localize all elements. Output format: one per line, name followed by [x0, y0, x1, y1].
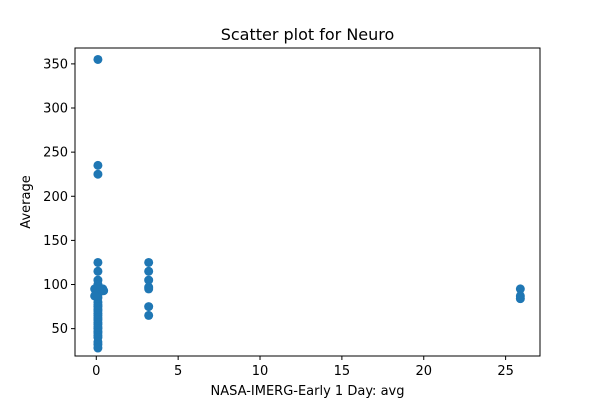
y-tick-label: 100	[43, 278, 68, 293]
data-point	[90, 284, 100, 294]
data-point	[144, 275, 154, 285]
y-tick-label: 300	[43, 102, 68, 117]
data-point	[90, 291, 100, 301]
y-axis-label: Average	[19, 175, 34, 228]
data-point	[515, 284, 525, 294]
data-point	[144, 302, 154, 312]
y-tick-label: 150	[43, 234, 68, 249]
data-point	[515, 294, 525, 304]
plot-frame	[74, 47, 541, 357]
data-point	[144, 284, 154, 294]
x-tick-label: 10	[252, 364, 269, 379]
data-point	[93, 343, 103, 353]
chart-title: Scatter plot for Neuro	[221, 25, 395, 44]
x-tick-label: 25	[497, 364, 514, 379]
data-point	[144, 257, 154, 267]
data-point	[144, 310, 154, 320]
data-point	[93, 266, 103, 276]
x-axis-label: NASA-IMERG-Early 1 Day: avg	[211, 384, 405, 399]
y-tick-label: 250	[43, 146, 68, 161]
x-tick-label: 0	[92, 364, 100, 379]
y-tick-label: 350	[43, 57, 68, 72]
data-point	[93, 257, 103, 267]
data-points	[90, 54, 525, 353]
data-point	[99, 286, 109, 296]
y-tick-label: 50	[51, 322, 68, 337]
x-tick-label: 15	[334, 364, 351, 379]
x-tick-label: 5	[174, 364, 182, 379]
y-tick-label: 200	[43, 190, 68, 205]
x-tick-label: 20	[415, 364, 432, 379]
x-axis-ticks: 0 5 10 15 20 25	[92, 356, 514, 379]
data-point	[93, 169, 103, 179]
data-point	[144, 266, 154, 276]
data-point	[93, 160, 103, 170]
data-point	[93, 54, 103, 64]
y-axis-ticks: 50 100 150 200 250 300 350	[43, 57, 75, 337]
